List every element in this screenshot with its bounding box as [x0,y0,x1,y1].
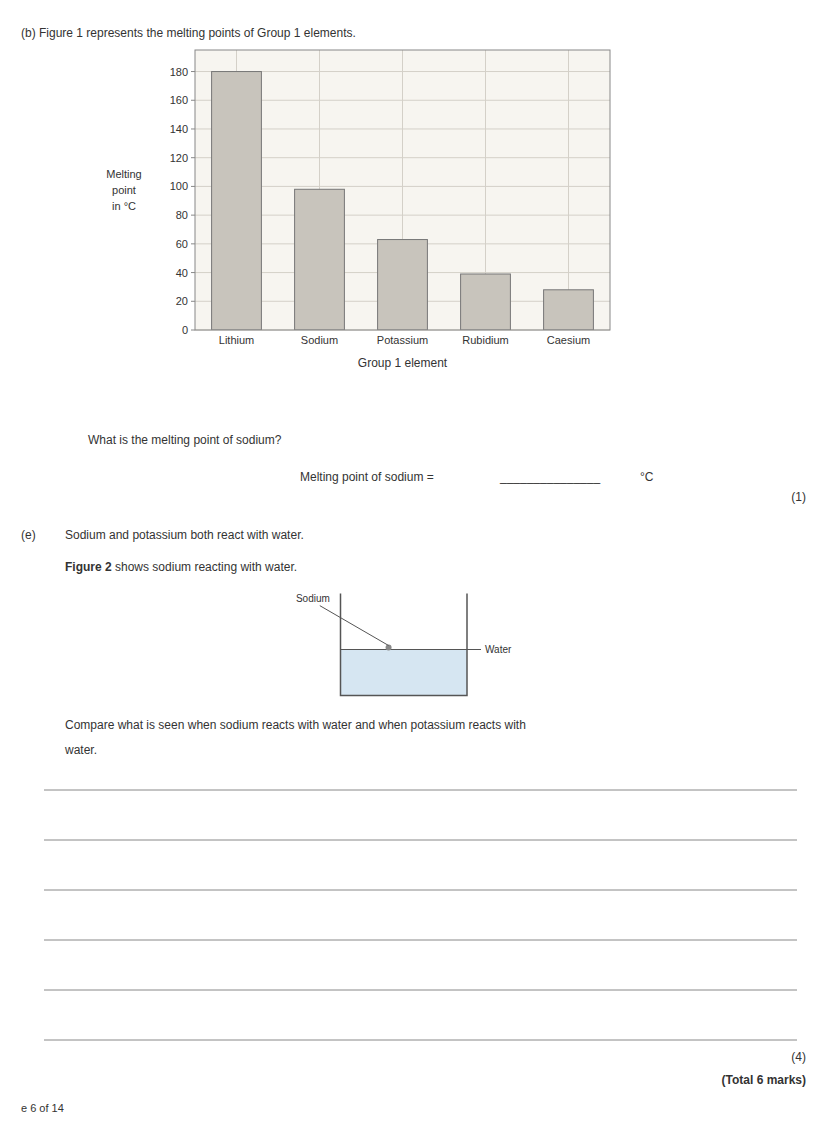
figure2-label: Figure 2 [65,560,112,574]
water [341,650,468,696]
header-text: (b) Figure 1 represents the melting poin… [21,26,356,40]
x-tick-label: Caesium [547,334,590,346]
y-tick-label: 180 [170,66,188,78]
figure2-text: shows sodium reacting with water. [112,560,297,574]
compare-text: water. [64,743,97,757]
answer-line [44,840,797,841]
plot-area [195,50,610,330]
plot-frame [195,50,610,330]
page: (b) Figure 1 represents the melting poin… [0,0,835,1125]
water-surface [341,649,468,650]
y-tick-label: 100 [170,180,188,192]
y-tick-label: 160 [170,94,188,106]
y-axis-label-line: point [112,184,136,196]
bar [378,240,428,330]
y-axis-label: Melting point in °C [106,168,141,212]
answer-suffix: °C [640,470,654,484]
water-pointer [467,649,481,650]
bar [212,72,262,330]
y-tick-label: 40 [176,267,188,279]
bars [212,72,594,330]
marks: (1) [791,490,806,504]
y-tick-label: 140 [170,123,188,135]
bar [461,274,511,330]
y-tick-label: 0 [182,324,188,336]
answer-line [44,990,797,991]
y-tick [191,301,195,302]
sodium-pointer [320,606,389,646]
y-tick [191,128,195,129]
y-axis-label-line: in °C [112,200,136,212]
y-tick [191,71,195,72]
part-header: (e) [21,528,36,542]
answer-line [44,940,797,941]
question-text: What is the melting point of sodium? [88,433,282,447]
grid [195,50,610,330]
y-tick [191,100,195,101]
y-tick [191,330,195,331]
page-label: e 6 of 14 [21,1102,64,1114]
x-tick-label: Lithium [219,334,254,346]
y-tick-label: 60 [176,238,188,250]
answer-line [44,1040,797,1041]
y-axis: 0 20 40 60 80 100 120 140 160 180 [170,66,195,336]
x-tick-label: Rubidium [462,334,508,346]
y-tick [191,272,195,273]
compare-text: Compare what is seen when sodium reacts … [65,718,526,732]
y-tick [191,243,195,244]
y-axis-label-line: Melting [106,168,141,180]
y-tick [191,186,195,187]
bar [544,290,594,330]
y-tick [191,215,195,216]
answer-line [44,790,797,791]
answer-line [44,890,797,891]
x-axis: Lithium Sodium Potassium Rubidium Caesium [219,334,590,346]
x-tick-label: Sodium [301,334,338,346]
x-axis-label: Group 1 element [358,356,448,370]
part-text: Sodium and potassium both react with wat… [65,528,304,542]
beaker [341,593,468,695]
answer-lines [44,790,797,1040]
marks: (4) [791,1050,806,1064]
grid-line-x [568,50,569,330]
y-tick [191,157,195,158]
bar [295,189,345,330]
figure2-caption: Figure 2 shows sodium reacting with wate… [65,560,297,574]
chart: 0 20 40 60 80 100 120 140 160 180 Lithium Sodium Pot… [106,50,610,370]
y-tick-label: 20 [176,295,188,307]
water-label: Water [485,644,512,655]
x-tick-label: Potassium [377,334,428,346]
answer-line: _______________ [499,470,600,484]
sodium-label: Sodium [296,593,330,604]
answer-prefix: Melting point of sodium = [300,470,434,484]
y-tick-label: 120 [170,152,188,164]
y-tick-label: 80 [176,209,188,221]
beaker-diagram: Sodium Water [296,593,512,695]
total-marks: (Total 6 marks) [722,1073,806,1087]
